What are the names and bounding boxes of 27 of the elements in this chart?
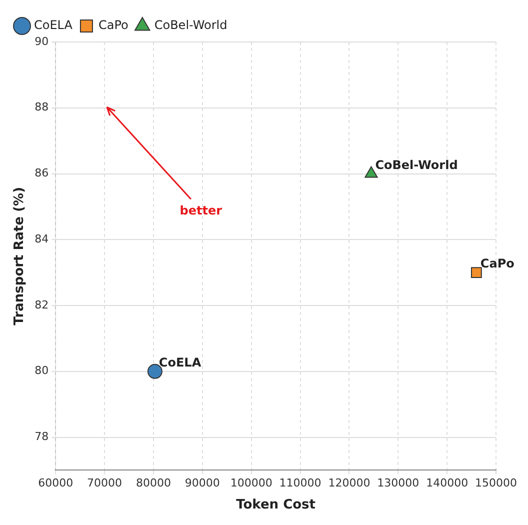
y-tick-label: 84 [34,232,49,246]
x-tick-label: 100000 [230,476,272,490]
x-tick-label: 80000 [136,476,171,490]
text: CaPo [480,256,514,271]
x-tick-label: 150000 [475,476,518,490]
text: CoBel-World [375,158,458,172]
y-tick-label: 78 [34,430,49,444]
x-tick-label: 120000 [328,476,370,490]
legend-label: CoELA [34,18,74,32]
x-tick-label: 60000 [38,476,74,490]
x-axis-title: Token Cost [236,498,316,513]
y-tick-label: 80 [34,364,49,378]
legend-label: CoBel-World [154,18,228,32]
x-tick-label: 130000 [377,476,420,490]
y-tick-label: 90 [34,34,49,48]
y-tick-label: 88 [34,100,49,114]
x-tick-label: 90000 [184,476,220,490]
legend-label: CaPo [98,18,128,32]
x-tick-label: 70000 [87,476,122,490]
y-axis-title: Transport Rate (%) [12,186,28,326]
x-tick-label: 140000 [426,476,468,490]
point [470,267,482,278]
annotation: better [180,203,222,218]
y-tick-label: 86 [34,166,49,180]
x-tick-label: 110000 [279,476,322,490]
text: CoELA [158,356,202,370]
y-tick-label: 82 [34,298,49,312]
